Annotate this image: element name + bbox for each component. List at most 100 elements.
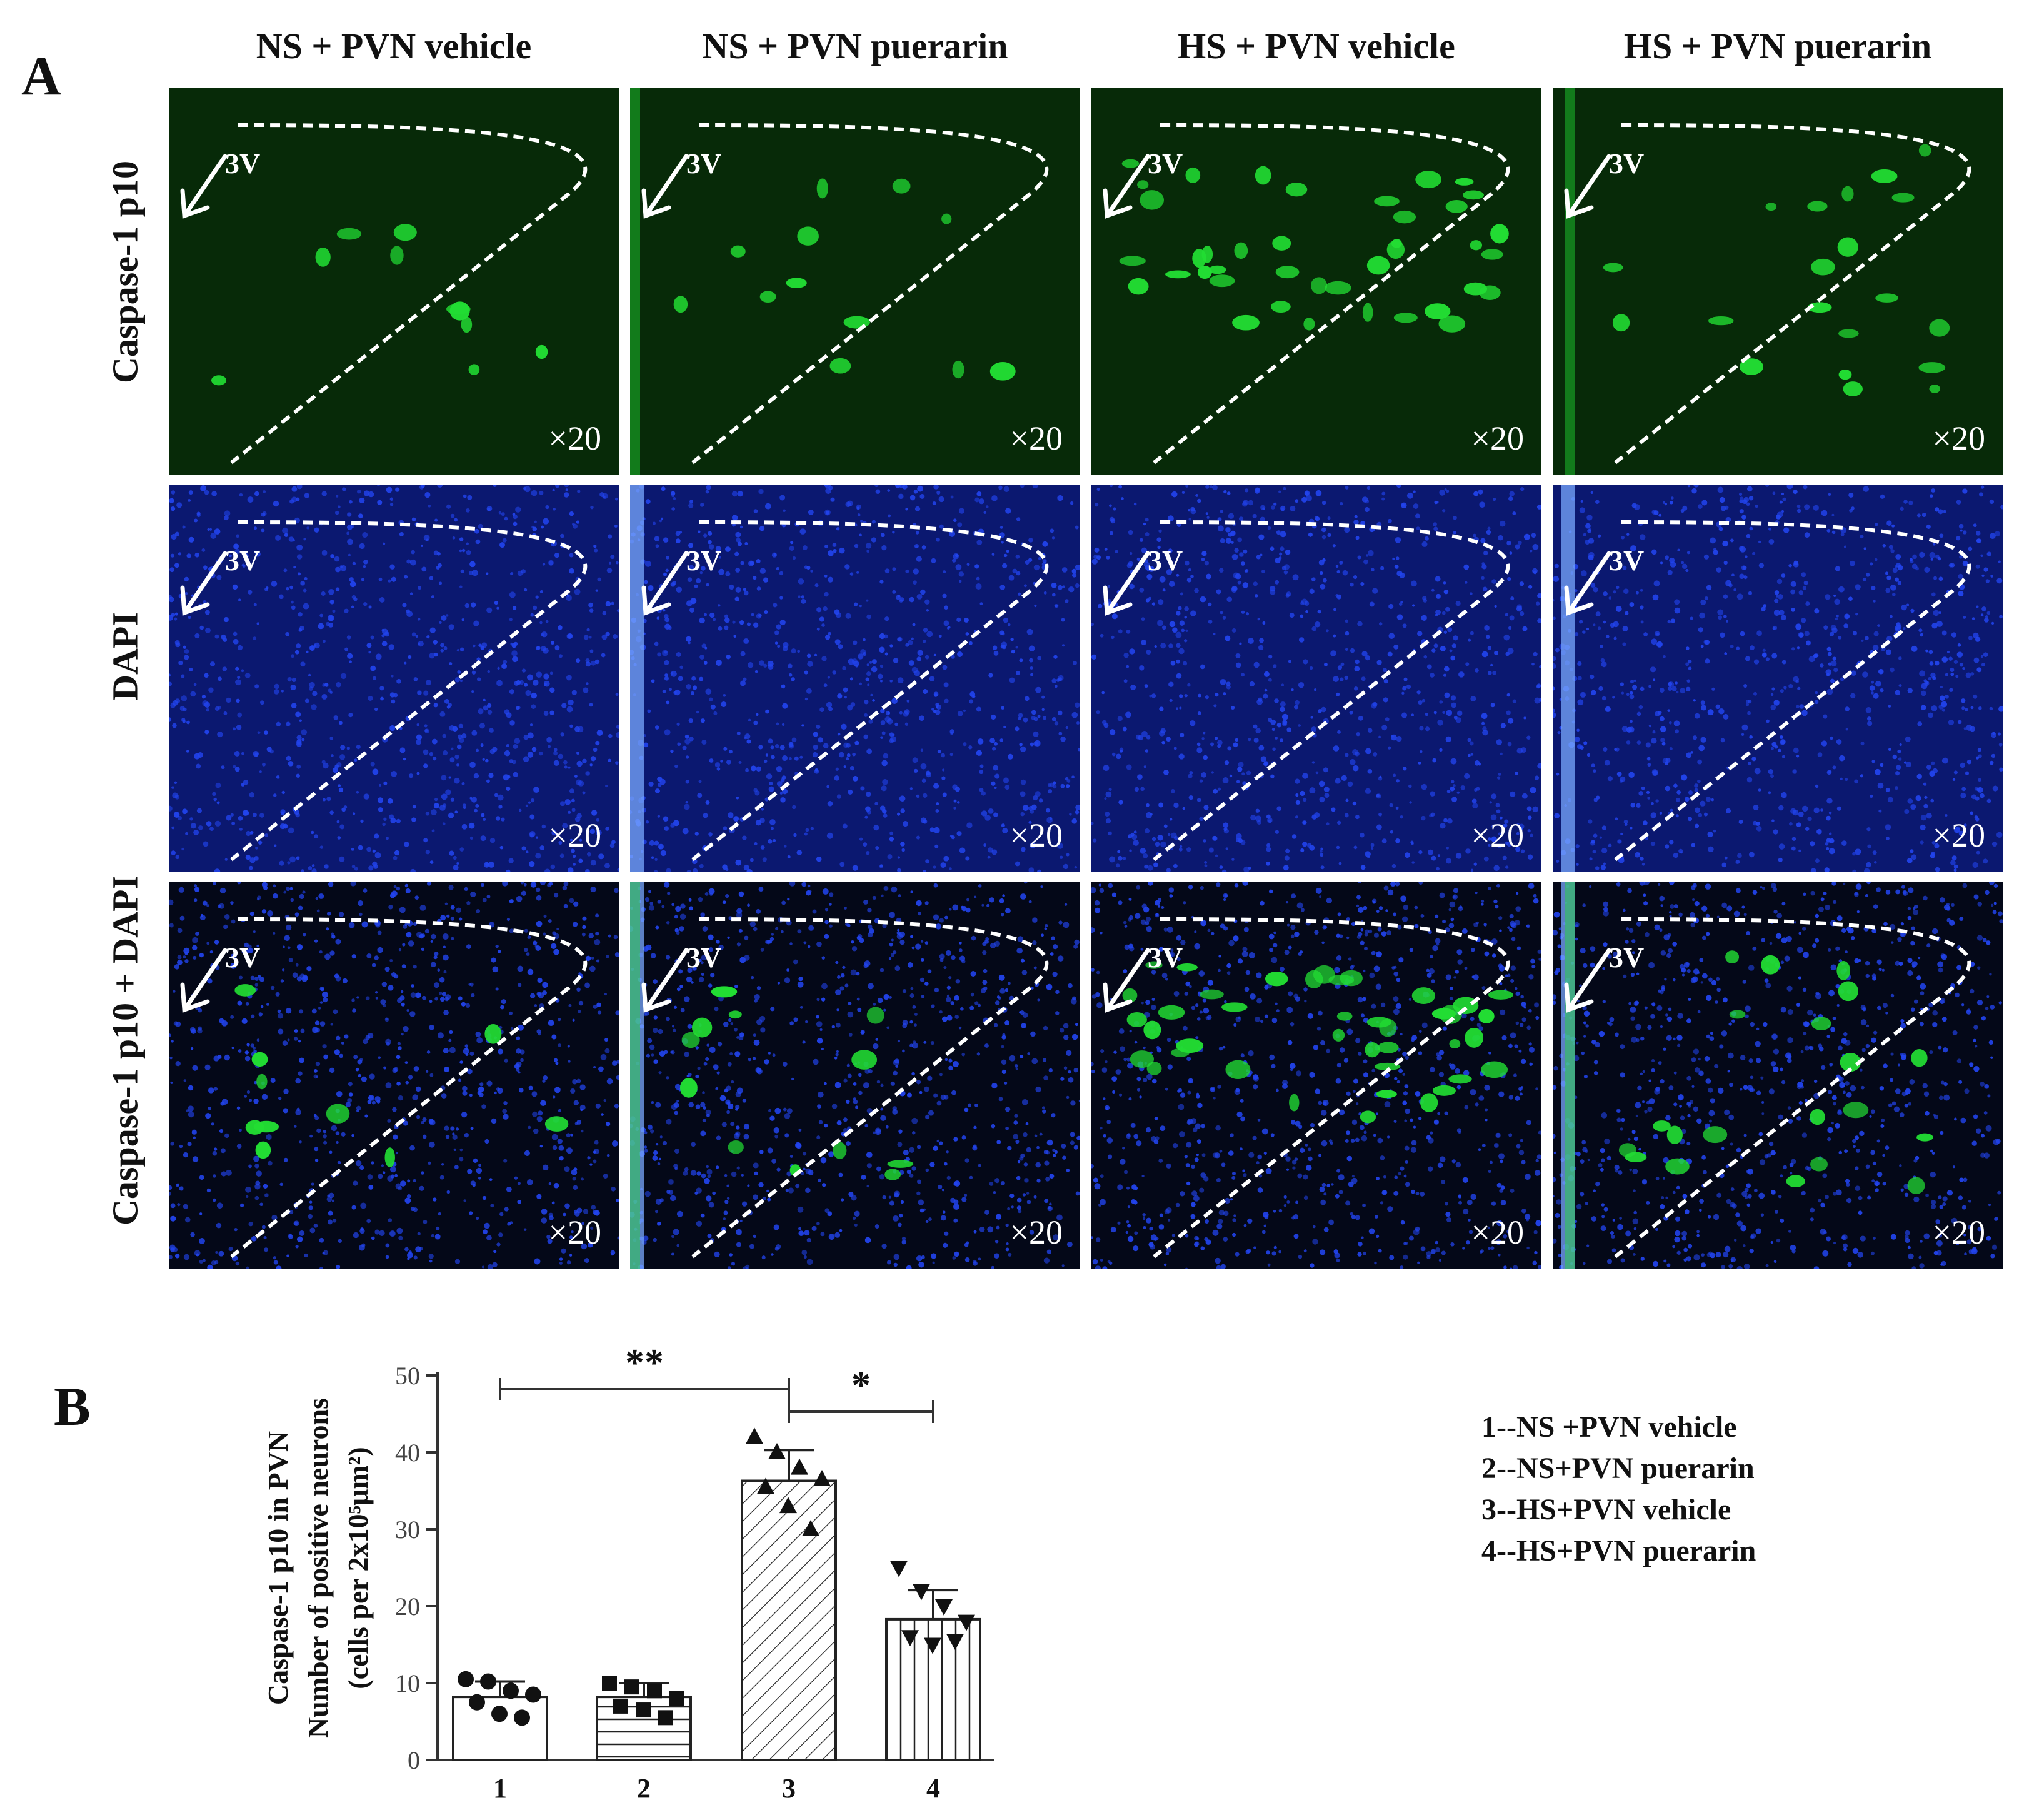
legend-entry-2: 2--NS+PVN puerarin xyxy=(1481,1452,1755,1485)
magnification-label: ×20 xyxy=(548,1214,601,1251)
data-point-4 xyxy=(924,1637,941,1654)
third-ventricle-label: 3V xyxy=(1609,942,1645,973)
significance-label: * xyxy=(851,1364,871,1407)
y-axis-label: Caspase-1 p10 in PVN Number of positive n… xyxy=(262,1398,374,1738)
chart-legend: 1--NS +PVN vehicle 2--NS+PVN puerarin 3-… xyxy=(1481,1407,1756,1572)
third-ventricle-label: 3V xyxy=(686,545,722,576)
arrow-icon xyxy=(641,948,689,1013)
magnification-label: ×20 xyxy=(1471,1214,1524,1251)
data-point-2 xyxy=(602,1676,617,1691)
column-title-3: HS + PVN vehicle xyxy=(1178,26,1455,66)
data-point-4 xyxy=(935,1599,953,1616)
micrograph-r3-c1: 3V ×20 xyxy=(169,882,619,1269)
column-title-2: NS + PVN puerarin xyxy=(702,26,1008,66)
error-bar-1 xyxy=(475,1680,525,1697)
micrograph-image xyxy=(630,882,1080,1269)
column-title-1: NS + PVN vehicle xyxy=(256,26,532,66)
legend-entry-1: 1--NS +PVN vehicle xyxy=(1481,1410,1737,1444)
x-tick-label: 4 xyxy=(926,1773,940,1804)
data-point-2 xyxy=(636,1702,651,1718)
micrograph-image xyxy=(1553,88,2003,475)
data-point-2 xyxy=(613,1698,628,1714)
magnification-label: ×20 xyxy=(1010,1214,1063,1251)
significance-bracket xyxy=(499,1378,790,1400)
x-tick-label: 3 xyxy=(782,1773,796,1804)
significance-label: ** xyxy=(625,1342,664,1384)
micrograph-image xyxy=(169,882,619,1269)
row-label-dapi: DAPI xyxy=(104,612,146,701)
data-point-4 xyxy=(901,1630,919,1647)
data-point-4 xyxy=(958,1614,975,1631)
arrow-icon xyxy=(1564,551,1611,616)
micrograph-r1-c4: 3V ×20 xyxy=(1553,88,2003,475)
micrograph-r1-c1: 3V ×20 xyxy=(169,88,619,475)
y-tick-label: 40 xyxy=(395,1439,420,1467)
micrograph-image xyxy=(169,88,619,475)
arrow-icon xyxy=(1103,154,1150,219)
data-point-1 xyxy=(525,1686,541,1703)
micrograph-image xyxy=(1553,882,2003,1269)
data-point-3 xyxy=(746,1427,763,1444)
third-ventricle-label: 3V xyxy=(1609,148,1645,179)
micrograph-image xyxy=(1091,88,1541,475)
third-ventricle-label: 3V xyxy=(225,148,261,179)
arrow-icon xyxy=(180,154,228,219)
y-tick-label: 10 xyxy=(395,1669,420,1697)
data-point-3 xyxy=(791,1458,808,1475)
bar-3 xyxy=(741,1479,837,1761)
arrow-icon xyxy=(641,154,689,219)
third-ventricle-label: 3V xyxy=(1609,545,1645,576)
arrow-icon xyxy=(1103,551,1150,616)
third-ventricle-label: 3V xyxy=(686,942,722,973)
panel-a-label: A xyxy=(21,46,61,107)
micrograph-image xyxy=(1091,485,1541,872)
data-point-4 xyxy=(946,1634,964,1651)
column-title-4: HS + PVN puerarin xyxy=(1623,26,1932,66)
third-ventricle-label: 3V xyxy=(1148,545,1183,576)
panel-b-label: B xyxy=(54,1377,91,1437)
micrograph-r3-c4: 3V ×20 xyxy=(1553,882,2003,1269)
arrow-icon xyxy=(180,551,228,616)
micrograph-image xyxy=(1553,485,2003,872)
micrograph-image xyxy=(169,485,619,872)
arrow-icon xyxy=(1103,948,1150,1013)
third-ventricle-label: 3V xyxy=(1148,942,1183,973)
third-ventricle-label: 3V xyxy=(1148,148,1183,179)
data-point-3 xyxy=(802,1520,819,1536)
third-ventricle-label: 3V xyxy=(225,545,261,576)
row-label-merge: Caspase-1 p10 + DAPI xyxy=(104,875,146,1225)
micrograph-r2-c4: 3V ×20 xyxy=(1553,485,2003,872)
data-point-2 xyxy=(647,1683,662,1699)
micrograph-r2-c3: 3V ×20 xyxy=(1091,485,1541,872)
data-point-4 xyxy=(890,1561,908,1577)
micrograph-r3-c2: 3V ×20 xyxy=(630,882,1080,1269)
x-tick-label: 2 xyxy=(637,1773,651,1804)
magnification-label: ×20 xyxy=(1932,817,1985,854)
data-point-3 xyxy=(813,1470,831,1487)
data-point-3 xyxy=(757,1477,774,1494)
micrograph-r1-c2: 3V ×20 xyxy=(630,88,1080,475)
x-tick-label: 1 xyxy=(493,1773,507,1804)
row-label-caspase: Caspase-1 p10 xyxy=(104,160,146,384)
error-bar-3 xyxy=(764,1449,814,1481)
data-point-2 xyxy=(669,1691,684,1706)
data-point-1 xyxy=(503,1682,519,1699)
legend-entry-4: 4--HS+PVN puerarin xyxy=(1481,1534,1756,1567)
bar-4 xyxy=(885,1617,981,1761)
data-point-3 xyxy=(768,1443,786,1459)
y-tick-label: 50 xyxy=(395,1362,420,1390)
bar-1 xyxy=(452,1696,548,1761)
magnification-label: ×20 xyxy=(1010,817,1063,854)
micrograph-image xyxy=(630,88,1080,475)
bar-2 xyxy=(596,1696,692,1761)
data-point-4 xyxy=(913,1584,930,1601)
data-point-1 xyxy=(491,1706,508,1722)
legend-entry-3: 3--HS+PVN vehicle xyxy=(1481,1493,1731,1526)
data-point-2 xyxy=(658,1710,673,1726)
magnification-label: ×20 xyxy=(1471,420,1524,457)
arrow-icon xyxy=(1564,154,1611,219)
micrograph-image xyxy=(630,485,1080,872)
y-tick-label: 0 xyxy=(408,1746,420,1774)
data-point-1 xyxy=(514,1709,530,1726)
magnification-label: ×20 xyxy=(548,420,601,457)
